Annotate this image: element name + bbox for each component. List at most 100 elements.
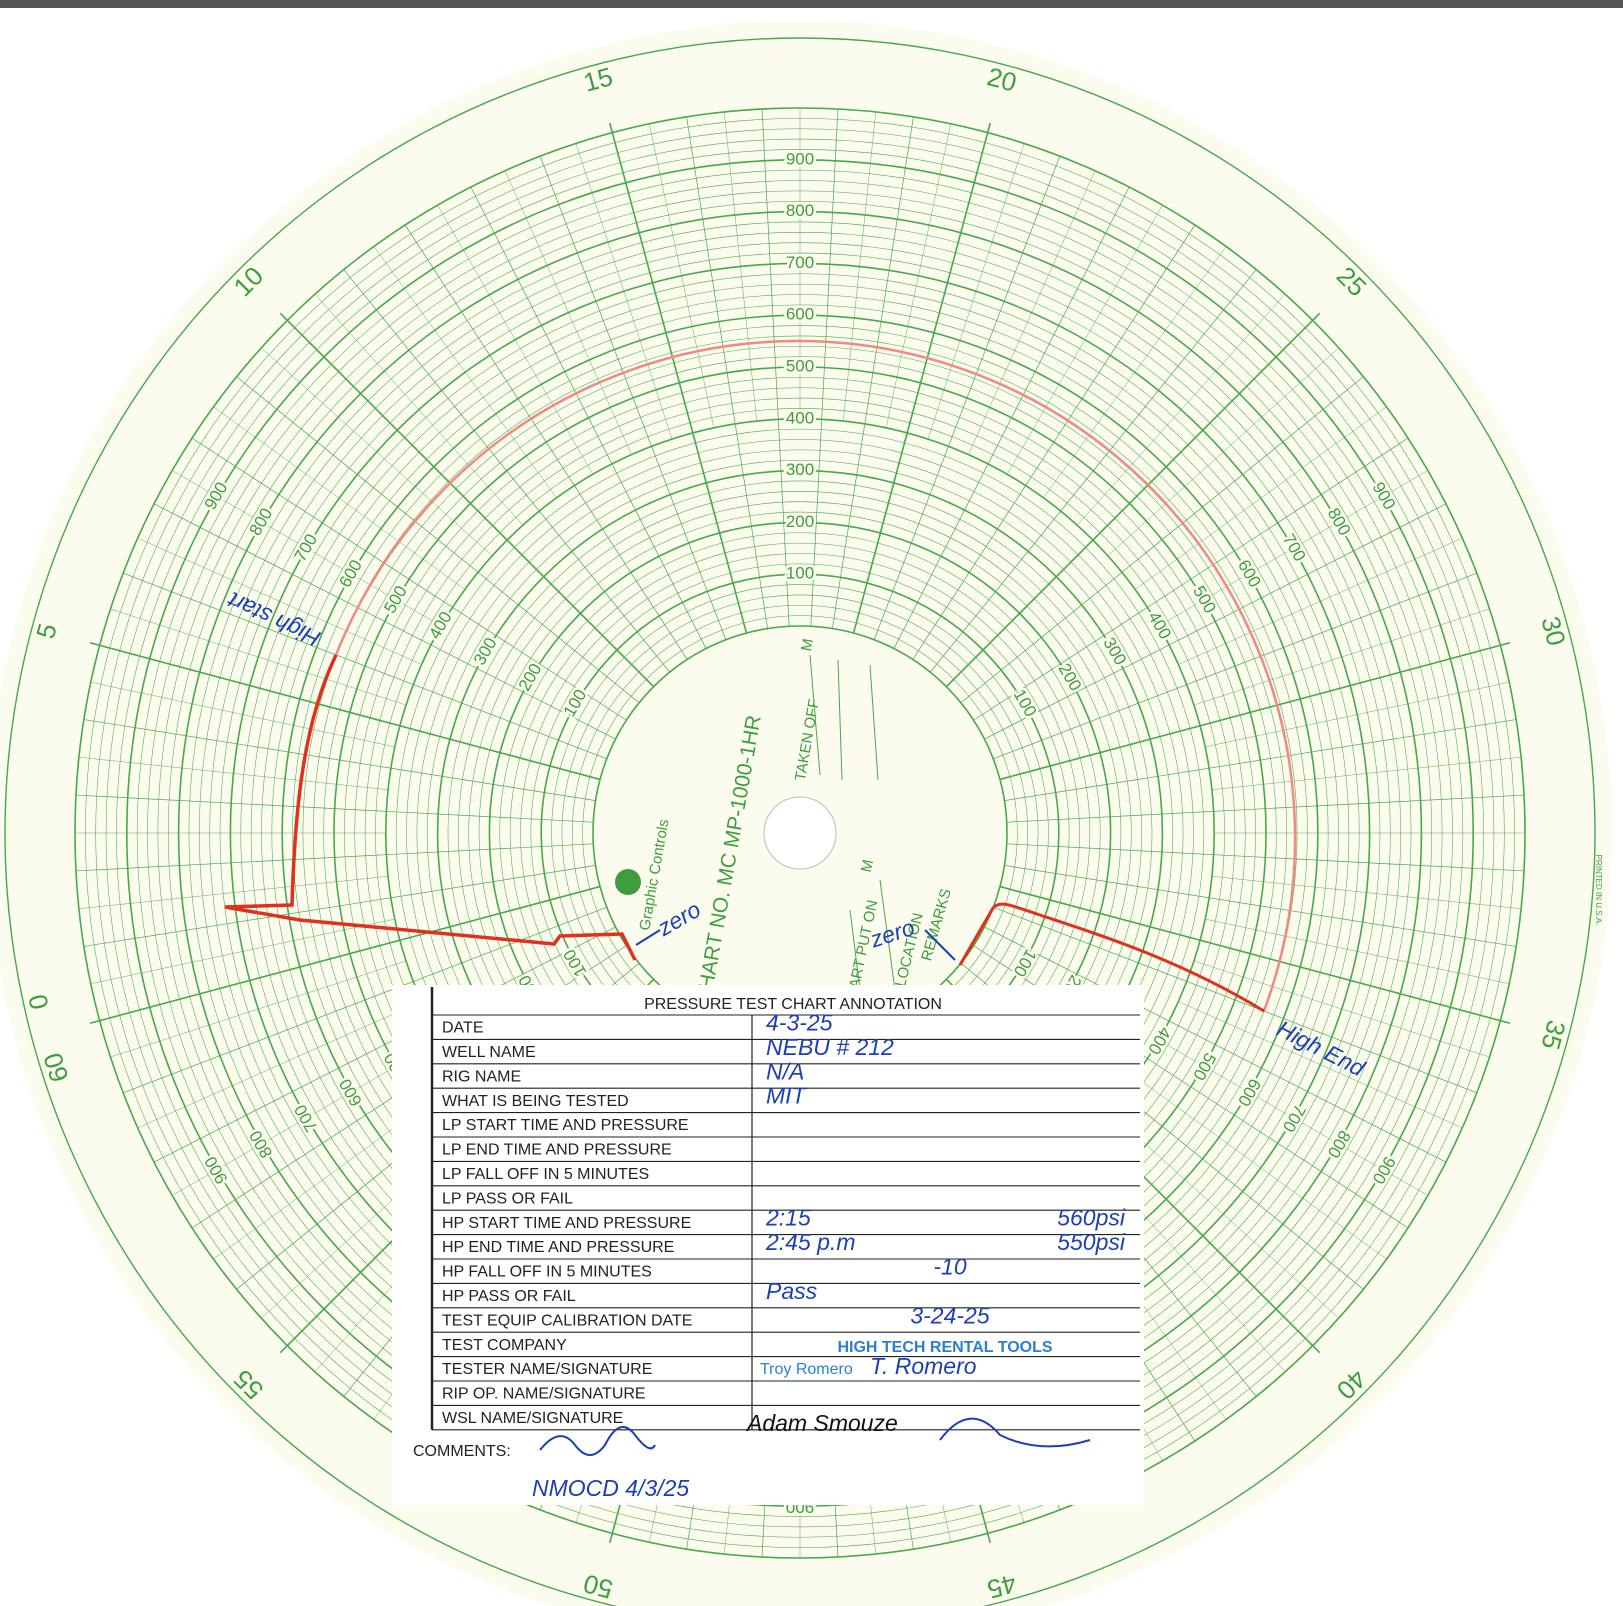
time-line: [1134, 1076, 1387, 1260]
row-label: HP END TIME AND PRESSURE: [442, 1239, 674, 1256]
time-line: [1006, 205, 1163, 475]
time-line: [83, 719, 596, 801]
handwritten-value: 560psi: [1057, 1205, 1126, 1231]
signature: Adam Smouze: [745, 1410, 898, 1436]
field-line: [879, 879, 896, 991]
maker-logo: [615, 869, 641, 895]
pressure-label: 200: [786, 512, 814, 531]
time-line: [686, 116, 768, 629]
time-line: [761, 108, 790, 627]
handwritten-value: 2:15: [765, 1205, 811, 1231]
time-line: [912, 224, 1196, 660]
handwritten-value: 550psi: [1057, 1229, 1126, 1255]
time-line: [993, 572, 1477, 760]
signature: T. Romero: [870, 1353, 977, 1379]
annotation-card: PRESSURE TEST CHART ANNOTATION DATE 4-3-25…: [392, 985, 1144, 1505]
time-line: [1004, 719, 1517, 801]
time-line: [404, 224, 688, 660]
time-line: [90, 682, 395, 748]
time-line: [960, 376, 1364, 704]
time-line: [504, 170, 632, 455]
time-line: [110, 608, 407, 706]
time-line: [1205, 682, 1510, 748]
time-line: [575, 143, 673, 440]
time-line: [1006, 843, 1525, 872]
time-line: [437, 205, 594, 475]
time-line: [1107, 1109, 1339, 1319]
time-line: [1107, 347, 1339, 557]
pressure-label: 700: [786, 253, 814, 272]
time-line: [973, 437, 1409, 721]
time-line: [1193, 608, 1490, 706]
time-line: [1211, 876, 1522, 910]
handwritten-value: MIT: [766, 1083, 808, 1109]
time-line: [929, 269, 1257, 673]
time-line: [852, 122, 992, 634]
time-line: [123, 906, 607, 1094]
time-line: [172, 470, 442, 627]
time-line: [236, 376, 640, 704]
arrow: [635, 929, 661, 946]
time-line: [1205, 918, 1510, 984]
time-line: [213, 406, 466, 590]
time-line: [373, 246, 557, 499]
pressure-label: 100: [786, 564, 814, 583]
row-label: LP PASS OR FAIL: [442, 1190, 573, 1207]
row-label: HP FALL OFF IN 5 MINUTES: [442, 1264, 652, 1281]
time-line: [1158, 470, 1428, 627]
arrow: [924, 929, 956, 961]
time-line: [89, 885, 601, 1025]
time-line: [314, 294, 524, 526]
time-line: [810, 108, 839, 627]
tester-name: Troy Romero: [760, 1361, 853, 1378]
minute-label: 0: [22, 992, 54, 1013]
row-label: TEST EQUIP CALIBRATION DATE: [442, 1312, 692, 1329]
time-line: [279, 312, 655, 688]
field-label: M: [858, 858, 877, 874]
time-line: [1043, 246, 1227, 499]
time-line: [83, 865, 596, 947]
time-line: [608, 122, 748, 634]
row-label: WELL NAME: [442, 1044, 536, 1061]
pressure-label: 500: [786, 356, 814, 375]
time-line: [723, 111, 757, 422]
pen-trace: [224, 654, 637, 961]
time-line: [191, 437, 627, 721]
comments-label: COMMENTS:: [413, 1443, 511, 1460]
stamp-note: NMOCD 4/3/25: [532, 1475, 689, 1501]
field-label: M: [798, 637, 817, 652]
time-line: [1004, 865, 1517, 947]
time-line: [90, 918, 395, 984]
row-label: TEST COMPANY: [442, 1337, 567, 1354]
time-line: [343, 269, 671, 673]
time-line: [539, 156, 727, 640]
row-label: TESTER NAME/SIGNATURE: [442, 1361, 652, 1378]
row-label: RIG NAME: [442, 1068, 521, 1085]
time-line: [999, 885, 1511, 1025]
time-line: [1193, 960, 1490, 1058]
scan-edge: [0, 0, 1623, 8]
time-line: [832, 116, 914, 629]
row-label: WSL NAME/SIGNATURE: [442, 1410, 623, 1427]
time-line: [89, 641, 601, 781]
row-label: LP START TIME AND PRESSURE: [442, 1117, 689, 1134]
time-line: [843, 111, 877, 422]
handwritten-value: 3-24-25: [910, 1302, 989, 1328]
row-label: DATE: [442, 1020, 483, 1037]
row-label: HP START TIME AND PRESSURE: [442, 1215, 691, 1232]
card-background: [392, 985, 1144, 1505]
company-stamp: HIGH TECH RENTAL TOOLS: [837, 1339, 1052, 1356]
handwritten-value: 2:45 p.m: [765, 1229, 856, 1255]
time-line: [1178, 537, 1463, 665]
row-label: LP END TIME AND PRESSURE: [442, 1142, 672, 1159]
outer-ring: [4, 37, 1596, 1606]
time-line: [78, 756, 389, 790]
row-label: RIP OP. NAME/SIGNATURE: [442, 1386, 646, 1403]
time-line: [885, 123, 951, 428]
time-line: [984, 926, 1447, 1163]
time-line: [470, 186, 707, 649]
time-line: [137, 537, 422, 665]
time-line: [1134, 406, 1387, 590]
time-line: [927, 143, 1025, 440]
